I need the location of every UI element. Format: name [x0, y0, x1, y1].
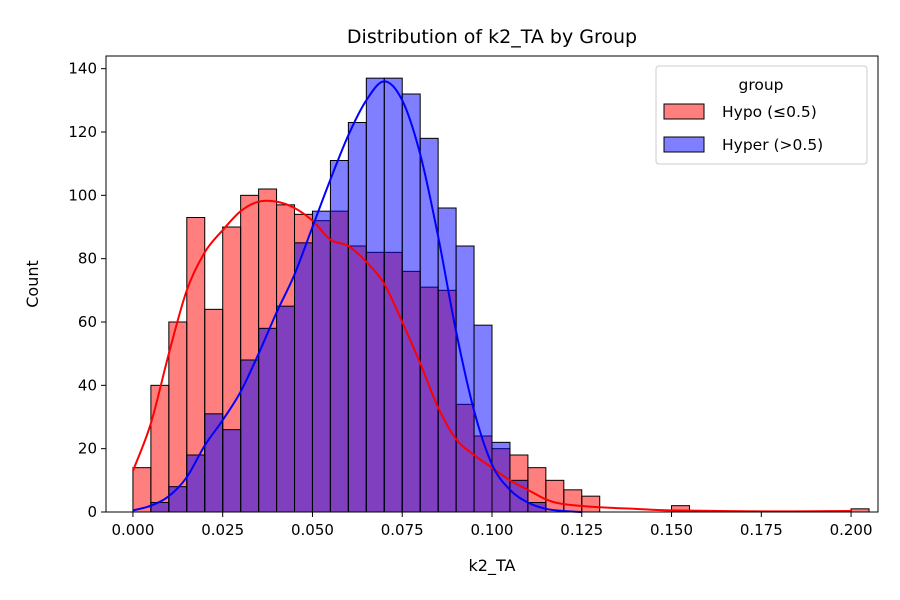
hypo-bar — [563, 489, 583, 513]
hyper-bar — [365, 77, 385, 513]
hypo-bar — [150, 384, 170, 513]
y-tick-label: 20 — [78, 440, 97, 458]
x-tick-label: 0.000 — [111, 521, 154, 539]
hyper-bar — [168, 486, 188, 513]
hypo-bar — [545, 479, 565, 513]
y-tick-label: 120 — [68, 123, 97, 141]
hyper-bar — [455, 245, 475, 513]
hyper-kde-line — [132, 80, 582, 513]
y-tick-label: 40 — [78, 376, 97, 394]
legend-label-hyper: Hyper (>0.5) — [722, 136, 823, 154]
y-tick-label: 140 — [68, 60, 97, 78]
hypo-bar — [168, 321, 188, 513]
hyper-bar — [347, 122, 367, 513]
kde-curves — [131, 80, 852, 513]
hyper-bar — [401, 93, 421, 513]
x-axis-label: k2_TA — [469, 556, 516, 576]
chart-title: Distribution of k2_TA by Group — [347, 26, 637, 48]
hypo-kde-line — [131, 199, 852, 513]
x-tick-label: 0.050 — [291, 521, 334, 539]
x-tick-label: 0.025 — [201, 521, 244, 539]
y-tick-label: 100 — [68, 186, 97, 204]
x-tick-label: 0.200 — [830, 521, 873, 539]
x-axis: 0.000 0.025 0.050 0.075 0.100 0.125 0.150 0.175… — [111, 512, 873, 539]
legend-title: group — [738, 76, 783, 94]
y-axis-label: Count — [23, 260, 42, 308]
y-tick-label: 80 — [78, 250, 97, 268]
x-tick-label: 0.075 — [381, 521, 424, 539]
hyper-bar — [294, 242, 313, 513]
x-tick-label: 0.175 — [740, 521, 783, 539]
hyper-bar — [222, 429, 242, 513]
legend: group Hypo (≤0.5) Hyper (>0.5) — [655, 65, 868, 165]
y-axis: 0 20 40 60 80 100 120 140 — [68, 60, 106, 521]
hyper-bar — [383, 77, 403, 513]
hyper-bar — [204, 413, 224, 513]
y-tick-label: 0 — [87, 503, 97, 521]
hyper-bar — [240, 359, 260, 513]
x-tick-label: 0.125 — [560, 521, 603, 539]
hyper-bar — [329, 160, 349, 513]
hyper-bar — [276, 305, 296, 513]
hyper-bar — [491, 441, 511, 513]
y-tick-label: 60 — [78, 313, 97, 331]
legend-box — [655, 65, 868, 165]
legend-swatch-hyper — [663, 136, 705, 153]
hypo-bar — [132, 467, 152, 513]
x-tick-label: 0.150 — [650, 521, 693, 539]
hyper-bar — [311, 210, 331, 513]
hypo-bar — [581, 495, 601, 513]
legend-label-hypo: Hypo (≤0.5) — [722, 103, 817, 121]
legend-swatch-hypo — [663, 103, 705, 120]
x-tick-label: 0.100 — [471, 521, 514, 539]
hyper-bars — [150, 77, 547, 513]
hyper-bar — [258, 327, 278, 513]
